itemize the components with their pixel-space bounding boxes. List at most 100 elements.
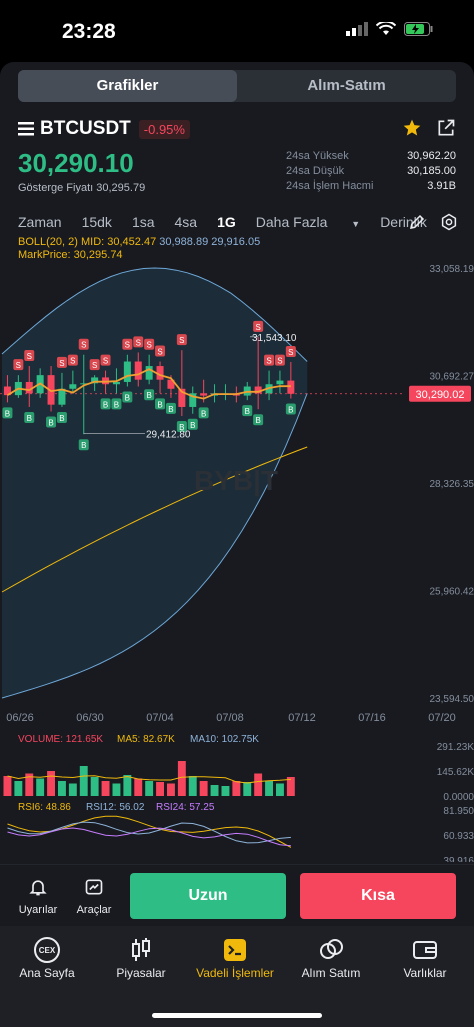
- x-tick-label: 07/12: [288, 712, 316, 724]
- volume-bar: [68, 783, 77, 796]
- volume-bar: [14, 781, 23, 796]
- tools-chart-icon: [85, 879, 103, 895]
- status-time: 23:28: [62, 20, 116, 43]
- buy-marker: [122, 391, 133, 403]
- volume-bar: [79, 766, 88, 796]
- sell-marker: [285, 345, 296, 357]
- volume-bar: [90, 777, 99, 796]
- buy-marker-label: B: [157, 400, 162, 409]
- volume-bar: [47, 771, 55, 796]
- candle-body: [3, 386, 11, 396]
- buy-marker: [253, 414, 264, 426]
- wifi-icon: [376, 22, 396, 35]
- symbol-header[interactable]: BTCUSDT -0.95%: [18, 118, 190, 140]
- sell-marker-label: S: [16, 361, 21, 370]
- buy-marker: [111, 398, 122, 410]
- rsi-label: RSI12: 56.02: [86, 802, 145, 813]
- candle-body: [178, 388, 186, 407]
- sell-marker: [144, 338, 155, 350]
- volume-ma-line: [7, 775, 291, 784]
- app-container: Grafikler Alım-Satım BTCUSDT -0.95% 30,2…: [0, 62, 474, 1027]
- tf-4h[interactable]: 4sa: [174, 214, 198, 230]
- buy-marker: [2, 407, 13, 419]
- boll-band-area: [2, 268, 308, 698]
- nav-assets[interactable]: Varlıklar: [378, 934, 472, 980]
- nav-futures[interactable]: Vadeli İşlemler: [188, 934, 282, 980]
- tf-time[interactable]: Zaman: [18, 214, 62, 230]
- cex-icon: CEX: [34, 937, 60, 963]
- sell-marker: [100, 354, 111, 366]
- candle-body: [134, 361, 142, 380]
- volume-bar: [243, 782, 252, 796]
- tab-trade[interactable]: Alım-Satım: [307, 77, 386, 94]
- candle-body: [47, 375, 55, 405]
- sell-marker-label: S: [288, 348, 293, 357]
- share-icon[interactable]: [436, 118, 456, 138]
- sell-marker-label: S: [136, 338, 141, 347]
- timeframe-bar: Zaman 15dk 1sa 4sa 1G Daha Fazla ▼ Derin…: [18, 212, 460, 232]
- price-tag-box: [409, 385, 471, 402]
- battery-icon: [404, 22, 433, 36]
- volume-bar: [232, 781, 241, 796]
- x-tick-label: 07/20: [428, 712, 456, 724]
- y-tick-label: 30,692.27: [430, 371, 474, 382]
- bell-icon: [29, 880, 47, 896]
- change-badge: -0.95%: [138, 119, 190, 139]
- tools-button[interactable]: Araçlar: [70, 877, 118, 916]
- buy-marker: [242, 405, 253, 417]
- volume-bar: [123, 775, 132, 796]
- star-icon[interactable]: [402, 118, 422, 138]
- nav-trade[interactable]: Alım Satım: [284, 934, 378, 980]
- nav-home-label: Ana Sayfa: [19, 966, 75, 980]
- sell-marker: [253, 320, 264, 332]
- candle-body: [287, 380, 295, 394]
- settings-icon[interactable]: [440, 213, 458, 231]
- candle-body: [189, 393, 197, 407]
- buy-marker-label: B: [27, 414, 32, 423]
- y-tick-label: 28,326.35: [430, 479, 474, 490]
- nav-markets[interactable]: Piyasalar: [94, 934, 188, 980]
- sell-marker: [78, 338, 89, 350]
- volume-tick-label: 291.23K: [437, 742, 474, 753]
- buy-marker: [187, 418, 198, 430]
- tf-15m[interactable]: 15dk: [81, 214, 112, 230]
- ma10-label: MA10: 102.75K: [190, 734, 259, 745]
- sell-marker-label: S: [125, 341, 130, 350]
- rsi-line: [7, 821, 291, 844]
- volume-bar: [286, 777, 295, 796]
- svg-text:CEX: CEX: [39, 946, 56, 955]
- rsi-tick-label: 81.950: [443, 806, 474, 817]
- candle-body: [69, 384, 77, 389]
- boll-mid-line: [1, 446, 308, 593]
- sell-marker: [176, 334, 187, 346]
- tf-1d[interactable]: 1G: [217, 214, 236, 230]
- menu-icon[interactable]: [18, 122, 34, 136]
- stats-panel: 24sa Yüksek 30,962.20 24sa Düşük 30,185.00…: [286, 150, 456, 195]
- buy-marker: [165, 402, 176, 414]
- long-button[interactable]: Uzun: [130, 873, 286, 919]
- x-tick-label: 07/08: [216, 712, 244, 724]
- markprice-indicator: MarkPrice: 30,295.74: [18, 249, 123, 261]
- tf-1h[interactable]: 1sa: [131, 214, 155, 230]
- buy-marker-label: B: [59, 414, 64, 423]
- buy-marker-label: B: [5, 409, 10, 418]
- tf-more[interactable]: Daha Fazla ▼: [255, 214, 361, 230]
- alerts-button[interactable]: Uyarılar: [14, 877, 62, 916]
- y-tick-label: 23,594.50: [430, 694, 474, 705]
- candles-icon: [132, 938, 150, 961]
- sell-marker-label: S: [179, 336, 184, 345]
- last-price: 30,290.10: [18, 148, 134, 178]
- tools-label: Araçlar: [76, 904, 112, 916]
- sell-marker-label: S: [146, 341, 151, 350]
- pencil-icon[interactable]: [408, 213, 426, 231]
- tab-charts[interactable]: Grafikler: [18, 70, 237, 102]
- nav-home[interactable]: CEX Ana Sayfa: [0, 934, 94, 980]
- buy-marker: [24, 411, 35, 423]
- short-button[interactable]: Kısa: [300, 873, 456, 919]
- candle-body: [167, 379, 175, 389]
- sell-marker-label: S: [70, 357, 75, 366]
- sell-marker-label: S: [266, 357, 271, 366]
- sell-marker: [155, 345, 166, 357]
- sell-marker: [264, 354, 275, 366]
